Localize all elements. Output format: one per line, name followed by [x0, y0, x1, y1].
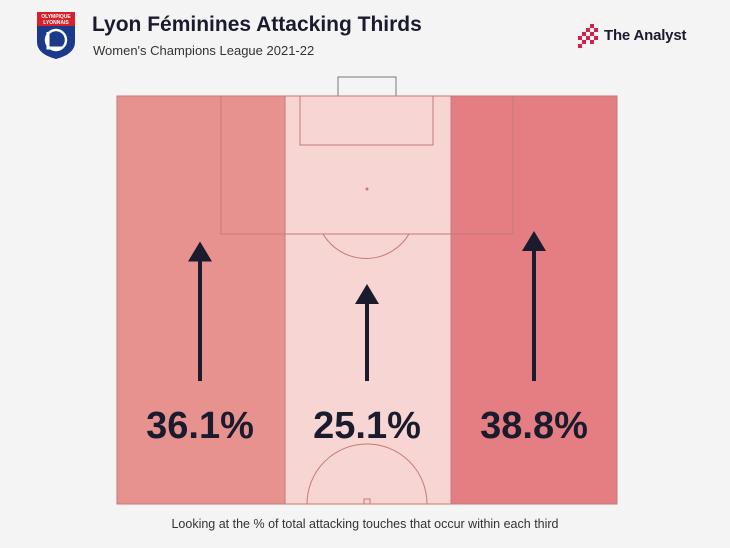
chart-title: Lyon Féminines Attacking Thirds [92, 13, 422, 36]
logo-text-line2: LYONNAIS [43, 20, 69, 26]
logo-text-line1: OLYMPIQUE [41, 14, 71, 20]
value-label-2: 38.8% [480, 405, 588, 447]
pitch-markings [116, 76, 618, 505]
centre-circle [306, 443, 428, 505]
chart-caption: Looking at the % of total attacking touc… [171, 517, 559, 531]
penalty-arc [322, 233, 410, 259]
arrow-2 [522, 231, 546, 381]
penalty-spot [365, 187, 369, 191]
goal [337, 76, 397, 97]
arrow-0 [188, 241, 212, 381]
the-analyst-brand: The Analyst [576, 22, 706, 50]
six-yard-box [299, 95, 434, 146]
arrow-1 [355, 283, 379, 381]
value-label-0: 36.1% [146, 405, 254, 447]
olympique-lyonnais-logo: OLYMPIQUE LYONNAIS [37, 12, 75, 59]
centre-spot [363, 498, 371, 505]
the-analyst-logo-icon [578, 24, 598, 48]
brand-name: The Analyst [604, 27, 687, 44]
chart-subtitle: Women's Champions League 2021-22 [93, 43, 315, 58]
value-label-1: 25.1% [313, 405, 421, 447]
